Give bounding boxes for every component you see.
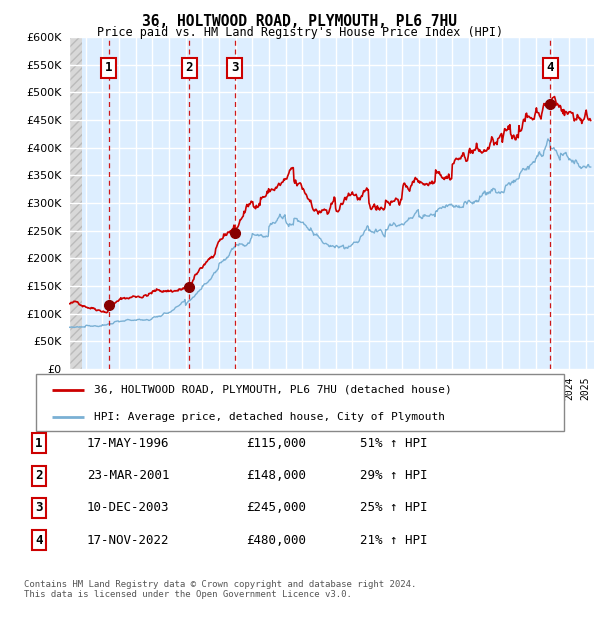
Text: 17-MAY-1996: 17-MAY-1996: [87, 437, 170, 450]
Text: 23-MAR-2001: 23-MAR-2001: [87, 469, 170, 482]
Text: 25% ↑ HPI: 25% ↑ HPI: [360, 502, 427, 514]
Text: 51% ↑ HPI: 51% ↑ HPI: [360, 437, 427, 450]
FancyBboxPatch shape: [36, 374, 564, 431]
Text: 21% ↑ HPI: 21% ↑ HPI: [360, 534, 427, 546]
Text: HPI: Average price, detached house, City of Plymouth: HPI: Average price, detached house, City…: [94, 412, 445, 422]
Text: Price paid vs. HM Land Registry's House Price Index (HPI): Price paid vs. HM Land Registry's House …: [97, 26, 503, 39]
Text: 4: 4: [35, 534, 43, 546]
Text: 17-NOV-2022: 17-NOV-2022: [87, 534, 170, 546]
Text: 10-DEC-2003: 10-DEC-2003: [87, 502, 170, 514]
Text: 3: 3: [231, 61, 238, 74]
Text: 29% ↑ HPI: 29% ↑ HPI: [360, 469, 427, 482]
Text: £148,000: £148,000: [246, 469, 306, 482]
Text: £480,000: £480,000: [246, 534, 306, 546]
Text: 36, HOLTWOOD ROAD, PLYMOUTH, PL6 7HU: 36, HOLTWOOD ROAD, PLYMOUTH, PL6 7HU: [143, 14, 458, 29]
Text: 1: 1: [35, 437, 43, 450]
Text: £115,000: £115,000: [246, 437, 306, 450]
Text: 4: 4: [547, 61, 554, 74]
Text: 2: 2: [35, 469, 43, 482]
Text: £245,000: £245,000: [246, 502, 306, 514]
Text: 36, HOLTWOOD ROAD, PLYMOUTH, PL6 7HU (detached house): 36, HOLTWOOD ROAD, PLYMOUTH, PL6 7HU (de…: [94, 385, 452, 395]
Text: 2: 2: [185, 61, 193, 74]
Text: 3: 3: [35, 502, 43, 514]
Text: Contains HM Land Registry data © Crown copyright and database right 2024.
This d: Contains HM Land Registry data © Crown c…: [24, 580, 416, 599]
Text: 1: 1: [105, 61, 112, 74]
